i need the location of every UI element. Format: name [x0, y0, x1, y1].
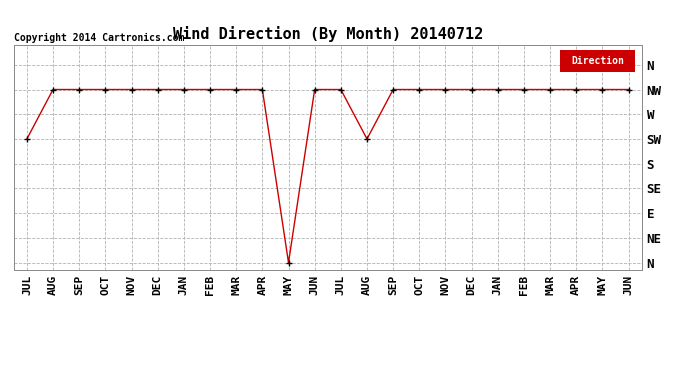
- Title: Wind Direction (By Month) 20140712: Wind Direction (By Month) 20140712: [172, 27, 483, 42]
- Text: Copyright 2014 Cartronics.com: Copyright 2014 Cartronics.com: [14, 33, 184, 43]
- Text: Direction: Direction: [571, 56, 624, 66]
- FancyBboxPatch shape: [560, 50, 635, 72]
